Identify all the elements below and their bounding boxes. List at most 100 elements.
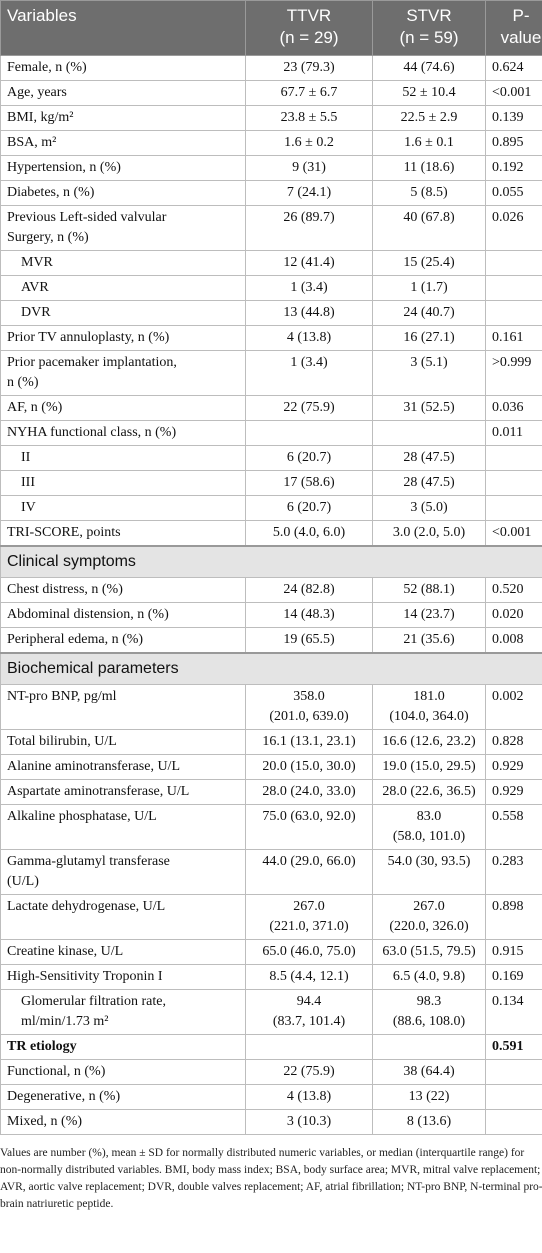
cell: 31 (52.5) (372, 395, 486, 421)
cell: 16.6 (12.6, 23.2) (372, 729, 486, 755)
cell: 8.5 (4.4, 12.1) (245, 964, 373, 990)
cell (245, 1034, 373, 1060)
table-row: Alkaline phosphatase, U/L 75.0 (63.0, 92.… (0, 804, 542, 850)
cell: 12 (41.4) (245, 250, 373, 276)
section-title: Clinical symptoms (0, 545, 542, 578)
cell: 0.139 (485, 105, 542, 131)
table-row: Aspartate aminotransferase, U/L 28.0 (24.… (0, 779, 542, 805)
table-row: Diabetes, n (%) 7 (24.1) 5 (8.5) 0.055 (0, 180, 542, 206)
cell: 9 (31) (245, 155, 373, 181)
table-row: AVR 1 (3.4) 1 (1.7) (0, 275, 542, 301)
cell: <0.001 (485, 520, 542, 547)
cell: 63.0 (51.5, 79.5) (372, 939, 486, 965)
section-title: Biochemical parameters (0, 652, 542, 685)
table-row: AF, n (%) 22 (75.9) 31 (52.5) 0.036 (0, 395, 542, 421)
row-label: III (0, 470, 246, 496)
row-label: BSA, m² (0, 130, 246, 156)
cell: 0.929 (485, 779, 542, 805)
cell: 0.520 (485, 577, 542, 603)
cell (485, 250, 542, 276)
cell: 6 (20.7) (245, 445, 373, 471)
cell: 22 (75.9) (245, 395, 373, 421)
table-row: TRI-SCORE, points 5.0 (4.0, 6.0) 3.0 (2.0,… (0, 520, 542, 547)
row-label: Prior TV annuloplasty, n (%) (0, 325, 246, 351)
cell: 17 (58.6) (245, 470, 373, 496)
cell: 26 (89.7) (245, 205, 373, 251)
header-cell: P- value (485, 0, 542, 56)
table-row: BSA, m² 1.6 ± 0.2 1.6 ± 0.1 0.895 (0, 130, 542, 156)
row-label: Creatine kinase, U/L (0, 939, 246, 965)
cell: 28.0 (22.6, 36.5) (372, 779, 486, 805)
row-label: DVR (0, 300, 246, 326)
table-row: Peripheral edema, n (%) 19 (65.5) 21 (35.6… (0, 627, 542, 654)
cell: 0.011 (485, 420, 542, 446)
row-label: Age, years (0, 80, 246, 106)
row-label: Female, n (%) (0, 55, 246, 81)
cell (485, 470, 542, 496)
table-row: Functional, n (%) 22 (75.9) 38 (64.4) (0, 1059, 542, 1085)
cell: 67.7 ± 6.7 (245, 80, 373, 106)
cell: 44 (74.6) (372, 55, 486, 81)
cell: 0.591 (485, 1034, 542, 1060)
table-row: Creatine kinase, U/L 65.0 (46.0, 75.0) 63.… (0, 939, 542, 965)
cell: 0.161 (485, 325, 542, 351)
cell: 3 (10.3) (245, 1109, 373, 1135)
header-cell: TTVR (n = 29) (245, 0, 373, 56)
row-label: Aspartate aminotransferase, U/L (0, 779, 246, 805)
cell (485, 1084, 542, 1110)
table-row: Abdominal distension, n (%) 14 (48.3) 14 (… (0, 602, 542, 628)
table-row: Female, n (%) 23 (79.3) 44 (74.6) 0.624 (0, 55, 542, 81)
cell (372, 420, 486, 446)
cell: 4 (13.8) (245, 1084, 373, 1110)
row-label: Diabetes, n (%) (0, 180, 246, 206)
table-row: Prior TV annuloplasty, n (%) 4 (13.8) 16 (… (0, 325, 542, 351)
row-label: NT-pro BNP, pg/ml (0, 684, 246, 730)
row-label: Hypertension, n (%) (0, 155, 246, 181)
cell (245, 420, 373, 446)
cell: 13 (22) (372, 1084, 486, 1110)
cell: 15 (25.4) (372, 250, 486, 276)
cell: 94.4 (83.7, 101.4) (245, 989, 373, 1035)
header-row: Variables TTVR (n = 29) STVR (n = 59) P- va… (0, 0, 542, 56)
cell: 16.1 (13.1, 23.1) (245, 729, 373, 755)
cell: 358.0 (201.0, 639.0) (245, 684, 373, 730)
cell: 3.0 (2.0, 5.0) (372, 520, 486, 547)
row-label: TR etiology (0, 1034, 246, 1060)
cell (485, 275, 542, 301)
table-row: Previous Left-sided valvular Surgery, n … (0, 205, 542, 251)
cell: 19.0 (15.0, 29.5) (372, 754, 486, 780)
cell: 0.192 (485, 155, 542, 181)
cell: 267.0 (221.0, 371.0) (245, 894, 373, 940)
cell: 7 (24.1) (245, 180, 373, 206)
row-label: Degenerative, n (%) (0, 1084, 246, 1110)
cell (485, 495, 542, 521)
cell: 5 (8.5) (372, 180, 486, 206)
cell: 0.134 (485, 989, 542, 1035)
table-row: Alanine aminotransferase, U/L 20.0 (15.0,… (0, 754, 542, 780)
cell: 16 (27.1) (372, 325, 486, 351)
cell: 38 (64.4) (372, 1059, 486, 1085)
row-label: TRI-SCORE, points (0, 520, 246, 547)
cell (485, 445, 542, 471)
cell: 19 (65.5) (245, 627, 373, 654)
cell: 40 (67.8) (372, 205, 486, 251)
cell: 24 (82.8) (245, 577, 373, 603)
table-row: Gamma-glutamyl transferase (U/L) 44.0 (29… (0, 849, 542, 895)
cell: 20.0 (15.0, 30.0) (245, 754, 373, 780)
cell: 8 (13.6) (372, 1109, 486, 1135)
cell: 28 (47.5) (372, 445, 486, 471)
footnote: Values are number (%), mean ± SD for nor… (0, 1147, 542, 1210)
row-label: MVR (0, 250, 246, 276)
table-row: III 17 (58.6) 28 (47.5) (0, 470, 542, 496)
cell: 23 (79.3) (245, 55, 373, 81)
row-label: Mixed, n (%) (0, 1109, 246, 1135)
cell: 28.0 (24.0, 33.0) (245, 779, 373, 805)
row-label: Alkaline phosphatase, U/L (0, 804, 246, 850)
cell: 52 ± 10.4 (372, 80, 486, 106)
cell: 83.0 (58.0, 101.0) (372, 804, 486, 850)
cell: 1.6 ± 0.2 (245, 130, 373, 156)
table-row: Glomerular filtration rate, ml/min/1.73 … (0, 989, 542, 1035)
cell: 0.929 (485, 754, 542, 780)
table-row: IV 6 (20.7) 3 (5.0) (0, 495, 542, 521)
